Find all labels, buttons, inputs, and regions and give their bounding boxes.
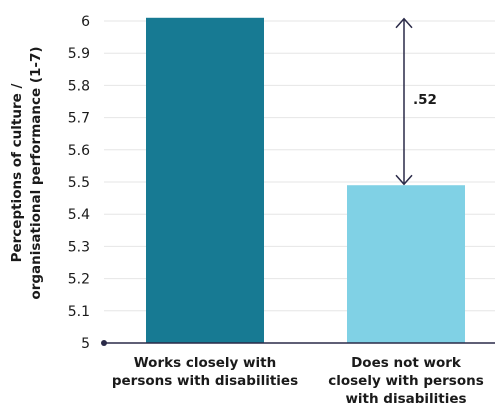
y-tick-labels: 5 5.1 5.2 5.3 5.4 5.5 5.6 5.7 5.8 5.9 6	[68, 14, 90, 352]
y-axis-label-line-1: Perceptions of culture /	[9, 84, 25, 263]
y-tick-label: 5	[81, 336, 90, 352]
difference-annotation: .52	[395, 17, 437, 186]
category-label: persons with disabilities	[112, 373, 298, 389]
bar	[347, 185, 465, 343]
y-tick-label: 5.8	[68, 78, 90, 94]
arrow-head-up-icon	[395, 17, 413, 29]
bar	[146, 17, 264, 344]
arrow-head-down-icon	[395, 174, 413, 186]
difference-label: .52	[413, 92, 437, 108]
x-axis-origin-dot	[101, 340, 107, 346]
y-axis-label-line-2: organisational performance (1-7)	[28, 46, 44, 299]
y-tick-label: 5.4	[68, 207, 90, 223]
y-tick-label: 5.6	[68, 143, 90, 159]
category-label: with disabilities	[345, 391, 466, 407]
y-tick-label: 5.5	[68, 175, 90, 191]
category-label: Does not work	[351, 355, 462, 371]
y-tick-label: 5.3	[68, 239, 90, 255]
category-labels: Works closely with persons with disabilit…	[112, 355, 484, 407]
bars	[146, 17, 465, 344]
category-label: closely with persons	[328, 373, 484, 389]
y-tick-label: 6	[81, 14, 90, 30]
y-tick-label: 5.9	[68, 46, 90, 62]
y-tick-label: 5.1	[68, 304, 90, 320]
category-label: Works closely with	[134, 355, 276, 371]
y-tick-label: 5.7	[68, 111, 90, 127]
y-tick-label: 5.2	[68, 272, 90, 288]
